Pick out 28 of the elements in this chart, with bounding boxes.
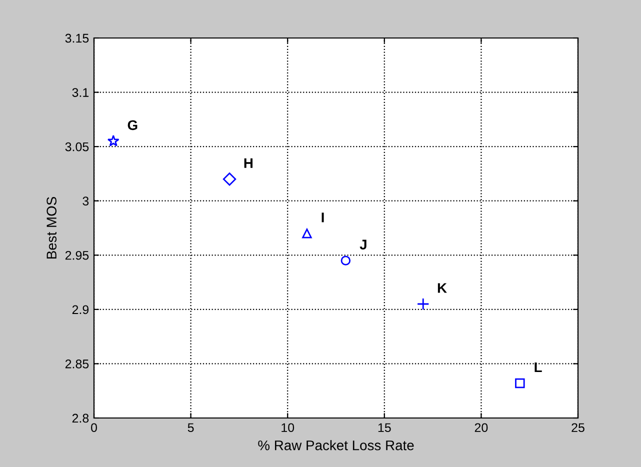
y-tick-label: 2.8 xyxy=(72,414,89,423)
y-tick-label: 3.15 xyxy=(65,34,89,43)
series-label: H xyxy=(244,158,253,168)
y-tick-label: 2.95 xyxy=(65,250,89,260)
x-tick-label: 20 xyxy=(474,423,488,432)
y-tick-label: 3.1 xyxy=(72,88,89,97)
series-label: I xyxy=(322,212,324,222)
x-tick-label: 0 xyxy=(91,423,97,432)
point xyxy=(340,256,351,266)
series-label: G xyxy=(128,120,138,130)
point xyxy=(302,228,312,238)
x-tick-label: 10 xyxy=(282,423,294,432)
y-axis-title: Best MOS xyxy=(46,196,57,259)
point xyxy=(107,134,120,146)
x-tick-label: 5 xyxy=(188,423,194,432)
series-label: K xyxy=(438,283,447,293)
point xyxy=(515,378,525,388)
series-label: L xyxy=(534,362,542,372)
y-tick-label: 2.9 xyxy=(72,305,89,314)
y-tick-label: 3 xyxy=(82,196,89,206)
x-tick-label: 15 xyxy=(378,423,391,432)
x-axis-title: % Raw Packet Loss Rate xyxy=(258,440,414,450)
point xyxy=(222,172,236,186)
y-tick-label: 3.05 xyxy=(65,142,89,152)
y-tick-label: 2.85 xyxy=(65,360,89,368)
series-label: J xyxy=(360,240,366,250)
x-tick-label: 25 xyxy=(572,423,584,432)
point xyxy=(416,298,430,310)
